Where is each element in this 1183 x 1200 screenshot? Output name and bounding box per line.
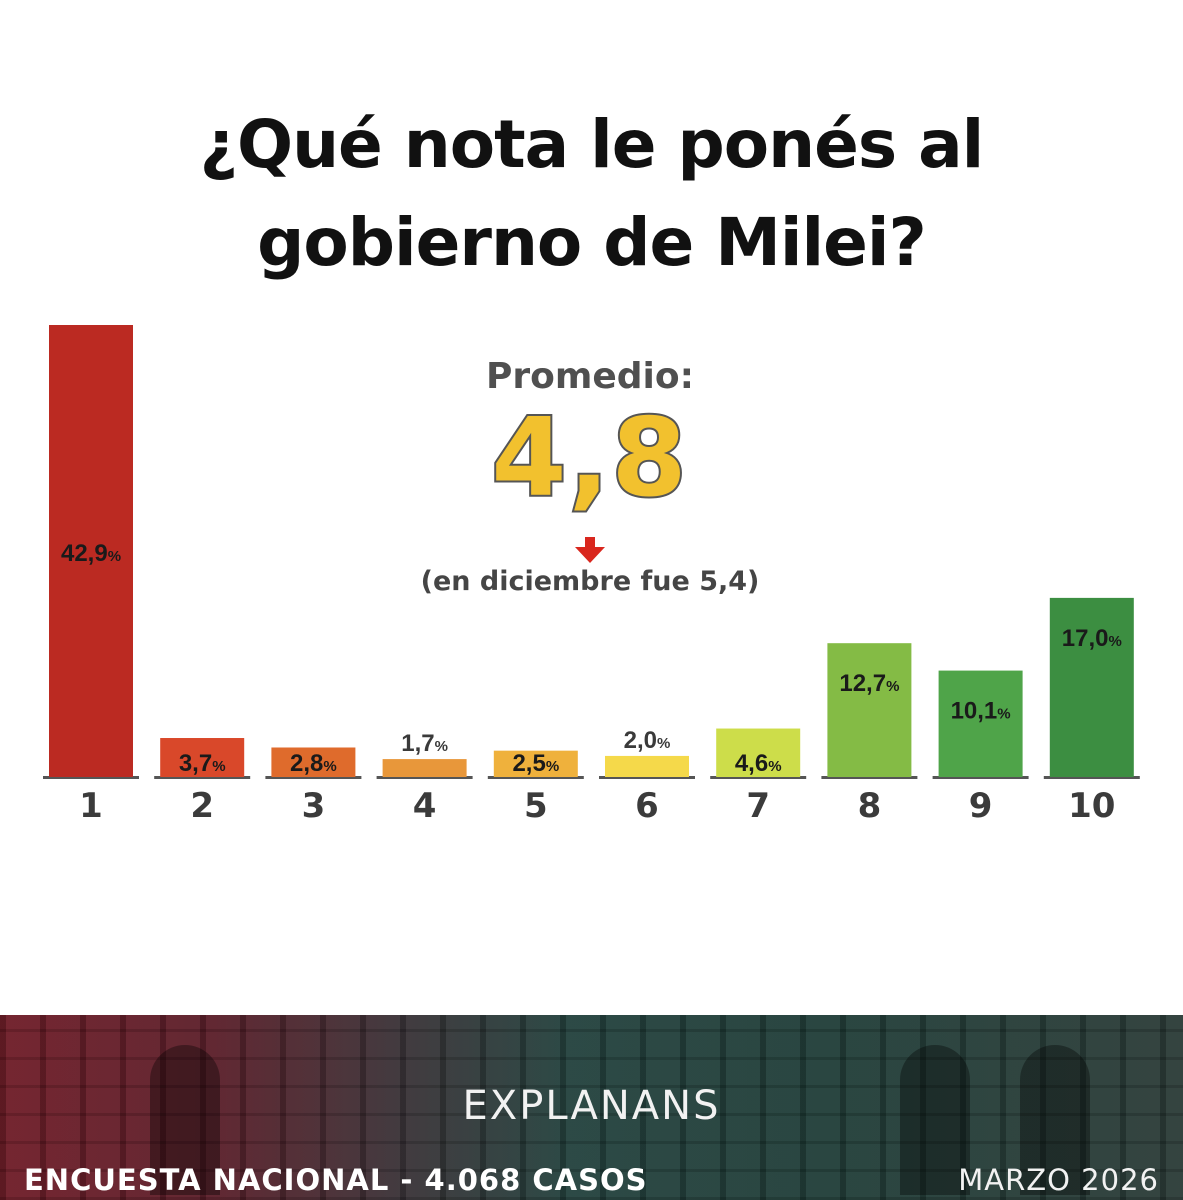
bar-7 xyxy=(716,728,801,777)
value-label: 2,0% xyxy=(624,727,671,754)
value-label: 2,5% xyxy=(512,750,559,777)
bar-5 xyxy=(493,750,578,777)
category-label: 10 xyxy=(1068,786,1115,826)
bar-chart: 42,9% 1 3,7% 2 2,8% 3 1,7% 4 2,5% 5 2,0% 6 4,6% 7 12,7… xyxy=(43,325,1140,826)
category-label: 2 xyxy=(190,786,214,826)
value-label: 4,6% xyxy=(735,750,782,777)
category-label: 1 xyxy=(79,786,103,826)
category-label: 3 xyxy=(302,786,326,826)
category-label: 9 xyxy=(969,786,993,826)
background-arch xyxy=(900,1045,970,1195)
value-label: 17,0% xyxy=(1062,625,1122,652)
background-arch xyxy=(1020,1045,1090,1195)
bar-6 xyxy=(605,755,689,777)
survey-date: MARZO 2026 xyxy=(958,1163,1159,1197)
baseline-segment xyxy=(487,776,584,779)
baseline-segment xyxy=(154,776,251,779)
bar-2 xyxy=(160,738,245,777)
footer-banner: EXPLANANS ENCUESTA NACIONAL - 4.068 CASO… xyxy=(0,1015,1183,1200)
bar-4 xyxy=(382,759,467,777)
bar-1 xyxy=(49,325,133,777)
category-label: 6 xyxy=(635,786,659,826)
baseline-segment xyxy=(932,776,1029,779)
category-label: 4 xyxy=(413,786,437,826)
title-line-1: ¿Qué nota le ponés al xyxy=(199,106,985,183)
average-value: 4,8 xyxy=(489,396,689,521)
baseline-segment xyxy=(376,776,473,779)
category-label: 7 xyxy=(746,786,770,826)
value-label: 3,7% xyxy=(179,750,226,777)
average-previous: (en diciembre fue 5,4) xyxy=(420,566,760,597)
baseline-segment xyxy=(821,776,918,779)
baseline-segment xyxy=(43,776,139,779)
bar-8 xyxy=(827,643,912,777)
category-label: 5 xyxy=(524,786,548,826)
value-label: 2,8% xyxy=(290,750,337,777)
arrow-down-icon xyxy=(575,537,605,563)
survey-info: ENCUESTA NACIONAL - 4.068 CASOS xyxy=(24,1163,648,1197)
category-label: 8 xyxy=(858,786,882,826)
value-label: 42,9% xyxy=(61,540,121,567)
title-line-2: gobierno de Milei? xyxy=(257,204,927,281)
average-annotation: Promedio: 4,8 (en diciembre fue 5,4) xyxy=(390,355,790,599)
brand-logo: EXPLANANS xyxy=(462,1083,721,1129)
background-arch xyxy=(150,1045,220,1195)
chart-title: ¿Qué nota le ponés al gobierno de Milei? xyxy=(0,96,1183,292)
baseline-segment xyxy=(710,776,807,779)
footer-background xyxy=(0,1015,1183,1200)
value-label: 10,1% xyxy=(951,698,1011,725)
baseline-segment xyxy=(1043,776,1140,779)
value-label: 1,7% xyxy=(401,730,448,757)
bar-3 xyxy=(271,747,356,777)
baseline-segment xyxy=(265,776,362,779)
bar-9 xyxy=(938,670,1023,777)
average-label: Promedio: xyxy=(485,356,695,397)
value-label: 12,7% xyxy=(839,670,899,697)
baseline-segment xyxy=(599,776,695,779)
bar-10 xyxy=(1049,597,1134,777)
